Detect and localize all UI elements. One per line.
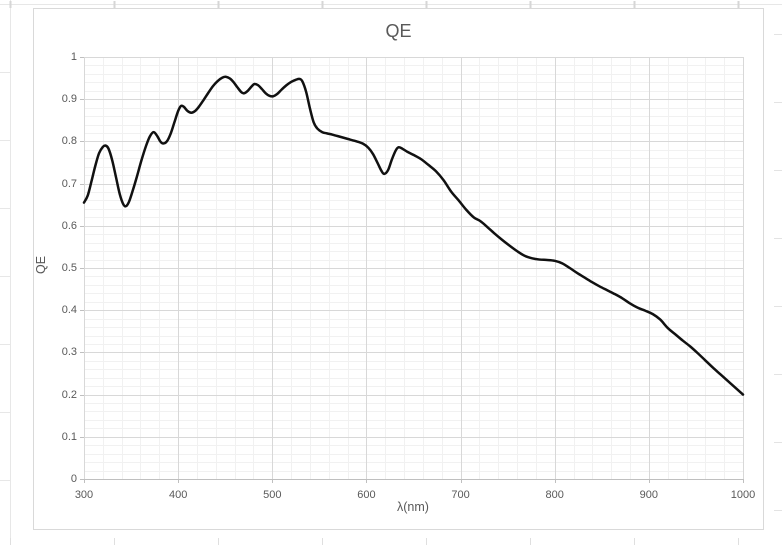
y-tick-label: 0.2 bbox=[61, 388, 77, 401]
x-tick-label: 900 bbox=[639, 489, 659, 501]
qe-series-line bbox=[82, 75, 745, 396]
y-tick-label: 0.9 bbox=[61, 93, 77, 106]
qe-chart-frame[interactable]: QE QE λ(nm) 0 0.1 0.2 0.3 0.4 0.5 0.6 0.7 0.8 0.9… bbox=[33, 8, 764, 530]
y-tick-label: 0.5 bbox=[61, 262, 77, 274]
y-tick-label: 0.3 bbox=[61, 346, 77, 359]
y-tick-label: 0.4 bbox=[61, 304, 77, 317]
y-tick-label: 0.1 bbox=[61, 430, 77, 443]
x-tick-label: 700 bbox=[451, 489, 470, 501]
x-tick-label: 600 bbox=[357, 489, 376, 501]
x-tick-label: 400 bbox=[168, 489, 188, 501]
x-axis-title: λ(nm) bbox=[397, 500, 429, 514]
plot-area bbox=[80, 57, 745, 483]
y-tick-label: 1 bbox=[70, 51, 77, 63]
y-tick-label: 0.6 bbox=[61, 219, 77, 232]
x-tick-label: 800 bbox=[545, 489, 564, 501]
chart-title: QE bbox=[385, 21, 412, 41]
x-tick-label: 300 bbox=[74, 489, 94, 501]
y-tick-label: 0.8 bbox=[61, 135, 77, 148]
y-tick-label: 0 bbox=[70, 473, 77, 485]
x-tick-label: 1000 bbox=[730, 489, 756, 501]
y-tick-label: 0.7 bbox=[61, 177, 77, 190]
x-tick-label: 500 bbox=[263, 489, 282, 501]
